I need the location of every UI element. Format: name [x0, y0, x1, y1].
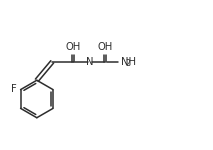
Text: F: F	[11, 84, 16, 94]
Text: OH: OH	[97, 42, 112, 52]
Text: NH: NH	[121, 57, 136, 67]
Text: 2: 2	[126, 59, 131, 68]
Text: OH: OH	[65, 42, 81, 52]
Text: N: N	[86, 57, 94, 67]
